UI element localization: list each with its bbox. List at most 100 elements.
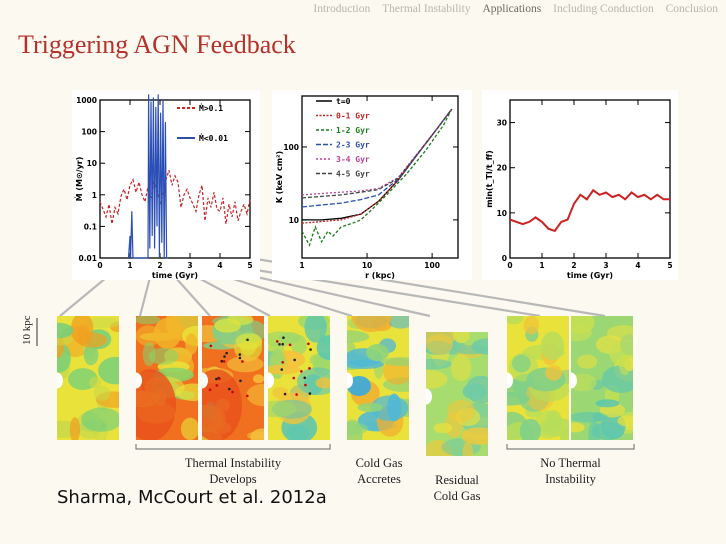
gas-blob [540, 331, 565, 361]
plot-frame [301, 95, 459, 259]
y-tick-label: 10 [289, 216, 299, 225]
caption-line: No Thermal [540, 456, 601, 470]
gas-blob [370, 395, 409, 421]
citation: Sharma, McCourt et al. 2012a [57, 487, 327, 508]
central-agn [426, 388, 432, 405]
simulation-image [268, 316, 330, 440]
x-tick-label: 5 [667, 261, 672, 270]
scale-bar [36, 318, 38, 346]
simulation-image [571, 316, 633, 440]
x-tick-label: 4 [635, 261, 640, 270]
caption-cold-gas-accretes: Cold Gas Accretes [340, 455, 418, 487]
gas-blob [452, 332, 470, 344]
gas-blob [523, 316, 540, 335]
x-tick-label: 1 [539, 261, 544, 270]
y-tick-label: 1 [92, 191, 97, 200]
gas-blob [576, 354, 598, 369]
y-tick-label: 10 [497, 209, 507, 218]
central-agn [202, 372, 208, 389]
x-tick-label: 1 [299, 261, 304, 270]
gas-blob [272, 386, 289, 399]
central-agn [347, 372, 353, 389]
gas-blob [461, 427, 488, 445]
gas-blob [381, 357, 409, 366]
series-line [301, 108, 453, 199]
gas-blob [347, 359, 384, 369]
gas-blob [462, 441, 474, 456]
legend-label: 4-5 Gyr [336, 170, 370, 179]
series-line [301, 108, 453, 247]
legend-label: Ṁ>0.1 [199, 103, 223, 113]
gas-blob [447, 399, 475, 423]
central-agn [57, 372, 63, 389]
simulation-image [507, 316, 569, 440]
y-tick-label: 0.01 [78, 254, 97, 263]
legend-label: 0-1 Gyr [336, 112, 370, 121]
y-tick-label: 100 [283, 143, 299, 152]
cold-clump [238, 356, 242, 360]
gas-blob [450, 354, 472, 382]
simulation-snapshot [202, 316, 264, 440]
nav-item-conclusion[interactable]: Conclusion [665, 3, 718, 15]
y-axis-label: min(t_TI/t_ff) [485, 150, 494, 208]
entropy-profile-chart: 1 10 100 10 100 r (kpc) K (keV cm²) t=0 0-1 Gyr 1… [272, 90, 472, 280]
simulation-image [347, 316, 409, 440]
x-tick-label: 0 [507, 261, 512, 270]
series-line [301, 108, 453, 224]
gas-blob [235, 333, 263, 350]
central-agn [268, 372, 274, 389]
cold-clump [308, 367, 311, 370]
cold-clump [218, 377, 221, 381]
cold-clump [246, 338, 249, 342]
nav-item-introduction[interactable]: Introduction [313, 3, 371, 15]
gas-blob [507, 392, 531, 406]
gas-blob [83, 344, 99, 366]
nav-item-applications[interactable]: Applications [482, 3, 542, 15]
gas-blob [315, 377, 330, 389]
gas-blob [98, 356, 119, 385]
cold-clump [309, 348, 312, 351]
cold-clump [288, 343, 292, 347]
simulation-snapshot [507, 316, 569, 440]
cold-clump [308, 392, 312, 395]
cold-clump [278, 342, 281, 346]
central-agn [136, 372, 142, 389]
plot-frame [509, 99, 671, 259]
y-tick-label: 0.1 [84, 222, 97, 231]
gas-blob [89, 376, 102, 389]
cold-clump [300, 370, 303, 373]
gas-blob [246, 431, 264, 440]
gas-blob [519, 418, 541, 440]
nav-item-including-conduction[interactable]: Including Conduction [553, 3, 654, 15]
accretion-rate-chart: 0 1 2 3 4 5 0.01 0.1 1 10 100 1000 time (Gyr) Ṁ (M⊙/y… [72, 90, 260, 280]
cold-clump [283, 392, 287, 396]
gas-blob [252, 374, 264, 384]
y-tick-label: 20 [497, 164, 507, 173]
top-navigation: Introduction Thermal Instability Applica… [304, 3, 718, 15]
gas-blob [351, 316, 392, 333]
cold-clump [241, 360, 244, 363]
x-tick-label: 0 [97, 261, 102, 270]
simulation-snapshot [347, 316, 409, 440]
x-tick-label: 3 [603, 261, 608, 270]
gas-blob [347, 419, 363, 440]
series-line [127, 94, 168, 259]
gas-blob [268, 400, 297, 418]
cold-clump [303, 376, 307, 380]
x-tick-label: 1 [127, 261, 132, 270]
nav-item-thermal-instability[interactable]: Thermal Instability [382, 3, 471, 15]
y-axis-label: K (keV cm²) [275, 151, 284, 203]
gas-blob [571, 324, 592, 342]
cold-clump [208, 388, 212, 392]
gas-blob [545, 365, 563, 381]
cold-clump [304, 383, 307, 387]
cold-clump [225, 351, 228, 355]
x-tick-label: 10 [362, 261, 372, 270]
cold-clump [295, 393, 298, 396]
slide-title: Triggering AGN Feedback [18, 30, 296, 59]
simulation-image [202, 316, 264, 440]
legend-label: 3-4 Gyr [336, 155, 370, 164]
central-agn [507, 372, 513, 389]
central-agn [571, 372, 577, 389]
caption-no-ti: No Thermal Instability [507, 455, 634, 487]
